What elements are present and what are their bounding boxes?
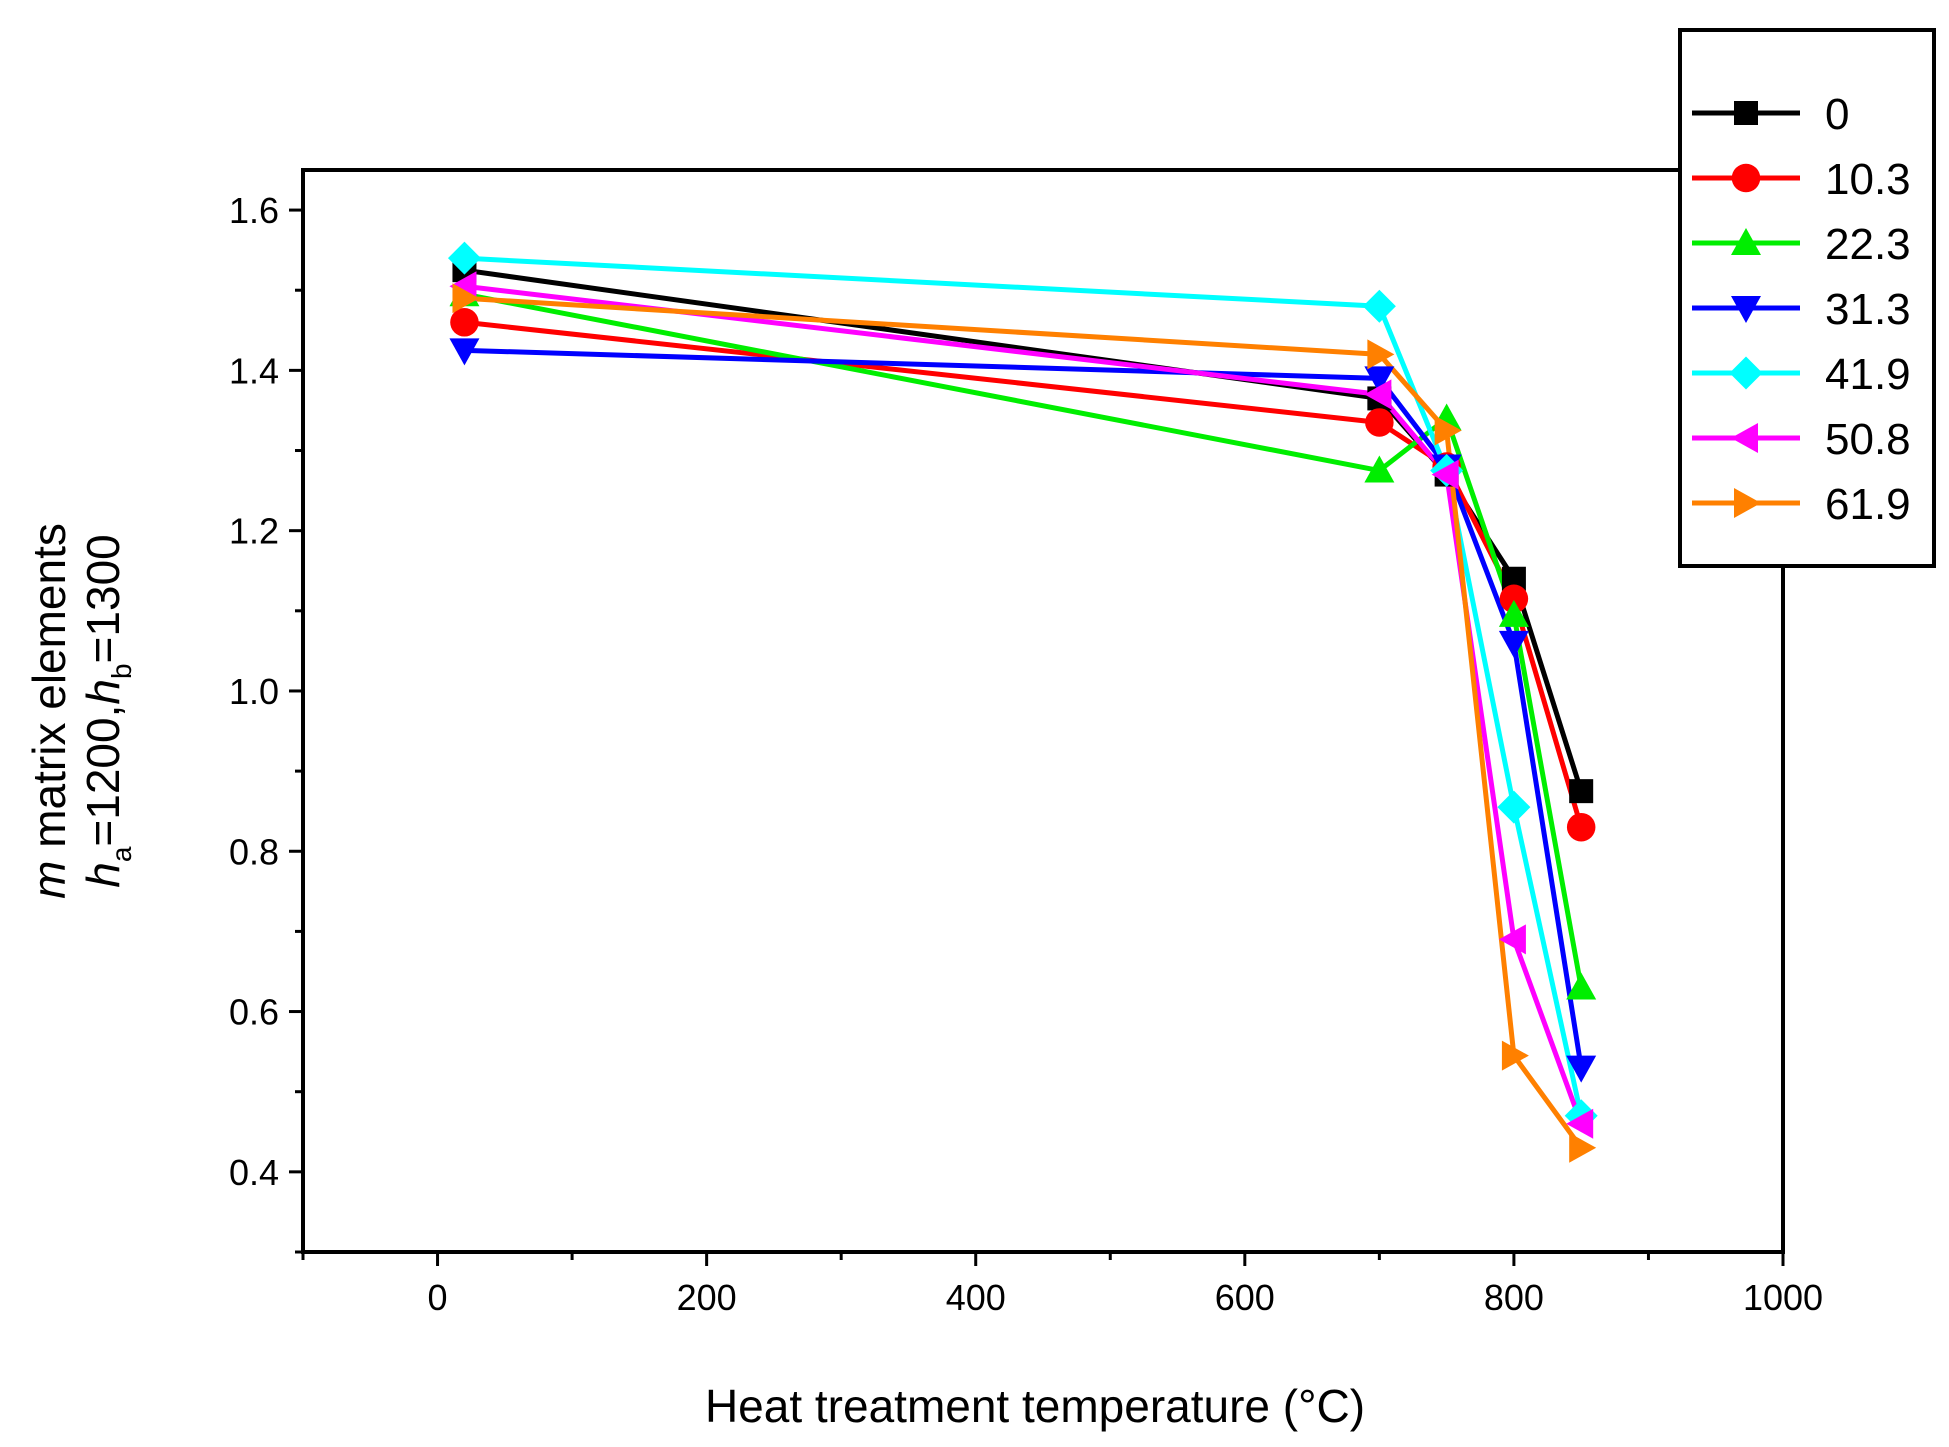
y-axis-title-eq-b: =1300 [77, 534, 129, 663]
series-line-1 [464, 319, 1584, 828]
data-point-6-3 [1501, 1040, 1529, 1071]
x-tick-label-200: 200 [677, 1277, 737, 1318]
x-tick-label-600: 600 [1215, 1277, 1275, 1318]
legend-marker-3 [1731, 296, 1761, 323]
legend-label-1: 10.3 [1825, 155, 1911, 204]
y-axis-title-m: m [23, 861, 75, 899]
y-axis-title-sub-b: b [106, 663, 137, 679]
y-axis-title-h-a: h [77, 862, 129, 888]
y-tick-label-1: 1.0 [229, 671, 279, 712]
legend-label-6: 61.9 [1825, 480, 1911, 529]
legend-marker-4 [1729, 356, 1763, 390]
legend-label-3: 31.3 [1825, 285, 1911, 334]
legend: 0 10.3 22.3 31.3 41.9 50.8 61.9 [1678, 28, 1936, 568]
data-point-5-1 [1364, 379, 1392, 410]
plot-area-frame [301, 168, 1785, 1254]
series-line-3 [464, 347, 1584, 1069]
data-point-3-4 [1566, 1055, 1597, 1083]
data-point-2-3 [1498, 599, 1529, 627]
legend-marker-6 [1734, 488, 1761, 518]
x-tick-label-1000: 1000 [1743, 1277, 1823, 1318]
legend-marker-2 [1731, 228, 1761, 255]
x-axis-title: Heat treatment temperature (°C) [705, 1380, 1365, 1432]
y-axis: 0.4 0.6 0.8 1.0 1.2 1.4 1.6 [229, 190, 303, 1254]
series-line-2 [463, 291, 1584, 988]
legend-label-4: 41.9 [1825, 350, 1911, 399]
data-point-6-4 [1569, 1132, 1597, 1163]
y-axis-title-text: matrix elements [23, 523, 75, 860]
x-axis: 0 200 400 600 800 1000 [301, 1252, 1823, 1318]
data-point-1-4 [1566, 812, 1596, 842]
data-point-3-3 [1498, 630, 1529, 658]
data-point-6-2 [1434, 415, 1462, 446]
y-tick-label-0.6: 0.6 [229, 992, 279, 1033]
legend-label-2: 22.3 [1825, 220, 1911, 269]
data-point-1-3 [1499, 584, 1529, 614]
data-point-2-4 [1566, 972, 1597, 1000]
data-point-1-1 [1365, 408, 1394, 437]
y-axis-title-eq-a: =1200, [77, 705, 129, 847]
x-tick-label-800: 800 [1484, 1277, 1544, 1318]
legend-box [1678, 28, 1936, 568]
data-point-5-3 [1498, 924, 1526, 955]
legend-marker-0 [1734, 101, 1758, 125]
legend-label-0: 0 [1825, 90, 1849, 139]
y-axis-title-h-b: h [77, 679, 129, 705]
y-tick-label-1.4: 1.4 [229, 350, 279, 391]
data-point-5-4 [1566, 1108, 1594, 1139]
data-point-0-4 [1569, 779, 1594, 804]
legend-marker-1 [1731, 163, 1761, 193]
series-line-0 [464, 267, 1584, 792]
data-point-4-3 [1497, 790, 1531, 824]
y-tick-label-1.6: 1.6 [229, 190, 279, 231]
data-point-2-1 [1364, 455, 1395, 483]
y-axis-title-sub-a: a [106, 846, 137, 862]
series-markers [447, 241, 1598, 1163]
y-axis-title: m matrix elements ha=1200,hb=1300 [23, 523, 137, 899]
y-tick-label-0.8: 0.8 [229, 831, 279, 872]
legend-marker-5 [1731, 423, 1758, 453]
series-lines [463, 255, 1584, 1150]
x-tick-label-400: 400 [946, 1277, 1006, 1318]
data-point-3-0 [449, 338, 480, 366]
y-axis-title-line2: ha=1200,hb=1300 [77, 534, 137, 888]
data-point-4-0 [447, 241, 481, 275]
series-line-4 [464, 255, 1584, 1117]
y-tick-label-0.4: 0.4 [229, 1152, 279, 1193]
x-tick-label-0: 0 [428, 1277, 448, 1318]
data-point-3-1 [1364, 366, 1395, 394]
series-line-5 [464, 283, 1584, 1125]
data-point-5-2 [1431, 459, 1459, 490]
y-axis-title-line1: m matrix elements [23, 523, 75, 899]
data-point-6-1 [1367, 339, 1395, 370]
data-point-1-0 [450, 308, 479, 337]
legend-label-5: 50.8 [1825, 415, 1911, 464]
data-point-6-0 [452, 283, 480, 314]
y-tick-label-1.2: 1.2 [229, 511, 279, 552]
data-point-4-1 [1362, 289, 1396, 323]
